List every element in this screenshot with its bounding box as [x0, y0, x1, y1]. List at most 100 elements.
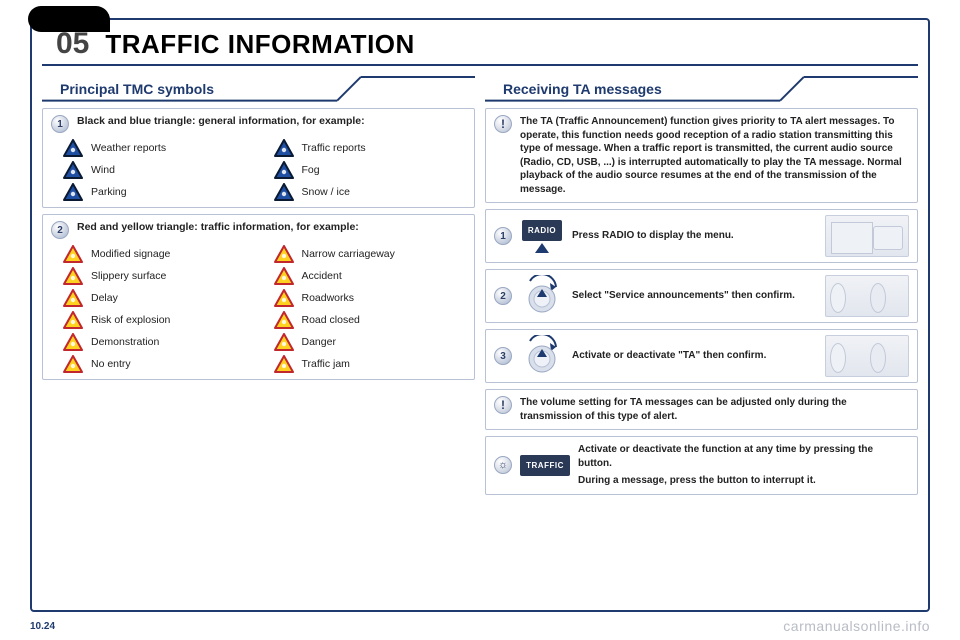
page-frame: 05 TRAFFIC INFORMATION Principal TMC sym… — [30, 18, 930, 612]
symbol-label: Risk of explosion — [91, 314, 170, 326]
ta-note-panel: ! The volume setting for TA messages can… — [485, 389, 918, 430]
step-badge: 2 — [51, 221, 69, 239]
symbol-item: Roadworks — [274, 289, 467, 307]
chapter-title: TRAFFIC INFORMATION — [105, 29, 414, 60]
symbol-item: Narrow carriageway — [274, 245, 467, 263]
triangle-icon — [63, 289, 83, 307]
tip-text-2: During a message, press the button to in… — [578, 474, 909, 488]
device-thumbnail — [825, 275, 909, 317]
symbol-label: Demonstration — [91, 336, 159, 348]
triangle-icon — [274, 161, 294, 179]
symbols-grid-2: Modified signage Narrow carriageway Slip… — [63, 245, 466, 373]
triangle-icon — [274, 183, 294, 201]
info-icon: ! — [494, 115, 512, 133]
symbol-label: Slippery surface — [91, 270, 166, 282]
ta-intro-row: ! The TA (Traffic Announcement) function… — [494, 115, 909, 196]
group1-heading-row: 1 Black and blue triangle: general infor… — [51, 115, 466, 133]
symbol-label: Delay — [91, 292, 118, 304]
symbol-item: Traffic reports — [274, 139, 467, 157]
step-badge: 1 — [494, 227, 512, 245]
symbols-grid-1: Weather reports Traffic reports Wind Fog… — [63, 139, 466, 201]
traffic-button-label: TRAFFIC — [520, 455, 570, 476]
note-text: The volume setting for TA messages can b… — [520, 396, 909, 423]
step-badge: 1 — [51, 115, 69, 133]
symbol-item: Weather reports — [63, 139, 256, 157]
symbol-item: No entry — [63, 355, 256, 373]
radio-button-label: RADIO — [522, 220, 562, 241]
symbol-item: Danger — [274, 333, 467, 351]
step-text: Select "Service announcements" then conf… — [572, 289, 817, 303]
section-title-label: Principal TMC symbols — [42, 81, 214, 97]
knob-graphic — [520, 275, 564, 317]
symbol-label: Fog — [302, 164, 320, 176]
ta-step-1: 1 RADIO Press RADIO to display the menu. — [485, 209, 918, 263]
tip-text-1: Activate or deactivate the function at a… — [578, 443, 909, 470]
symbol-item: Parking — [63, 183, 256, 201]
right-section-title: Receiving TA messages — [485, 76, 918, 102]
step-text: Activate or deactivate "TA" then confirm… — [572, 349, 817, 363]
page-number: 10.24 — [30, 621, 55, 632]
symbol-label: Weather reports — [91, 142, 166, 154]
symbol-item: Traffic jam — [274, 355, 467, 373]
watermark: carmanualsonline.info — [783, 618, 930, 634]
triangle-icon — [63, 267, 83, 285]
step-row: 2 Select "Service announcements" then co… — [494, 275, 909, 317]
left-column: Principal TMC symbols 1 Black and blue t… — [42, 76, 475, 600]
symbol-label: Traffic reports — [302, 142, 366, 154]
symbol-item: Wind — [63, 161, 256, 179]
ta-step-2: 2 Select "Service announcements" then co… — [485, 269, 918, 323]
knob-graphic — [520, 335, 564, 377]
ta-intro-text: The TA (Traffic Announcement) function g… — [520, 115, 909, 196]
triangle-icon — [274, 311, 294, 329]
symbol-item: Delay — [63, 289, 256, 307]
symbol-label: Roadworks — [302, 292, 355, 304]
triangle-icon — [274, 333, 294, 351]
note-row: ! The volume setting for TA messages can… — [494, 396, 909, 423]
symbol-item: Fog — [274, 161, 467, 179]
symbol-label: Snow / ice — [302, 186, 350, 198]
symbol-label: Modified signage — [91, 248, 170, 260]
step-row: 1 RADIO Press RADIO to display the menu. — [494, 215, 909, 257]
triangle-icon — [63, 333, 83, 351]
symbol-item: Accident — [274, 267, 467, 285]
ta-tip-panel: ☼ TRAFFIC Activate or deactivate the fun… — [485, 436, 918, 495]
group1-heading: Black and blue triangle: general informa… — [77, 115, 365, 127]
ta-intro-panel: ! The TA (Traffic Announcement) function… — [485, 108, 918, 203]
symbol-label: Narrow carriageway — [302, 248, 395, 260]
section-title-label: Receiving TA messages — [485, 81, 662, 97]
chapter-number: 05 — [56, 27, 89, 61]
step-row: 3 Activate or deactivate "TA" then confi… — [494, 335, 909, 377]
info-icon: ! — [494, 396, 512, 414]
symbol-label: Traffic jam — [302, 358, 350, 370]
content-columns: Principal TMC symbols 1 Black and blue t… — [42, 76, 918, 600]
symbol-label: Wind — [91, 164, 115, 176]
triangle-icon — [274, 289, 294, 307]
ta-step-3: 3 Activate or deactivate "TA" then confi… — [485, 329, 918, 383]
symbol-label: Road closed — [302, 314, 360, 326]
symbols-group-1: 1 Black and blue triangle: general infor… — [42, 108, 475, 208]
tip-row: ☼ TRAFFIC Activate or deactivate the fun… — [494, 443, 909, 488]
triangle-icon — [274, 245, 294, 263]
group2-heading: Red and yellow triangle: traffic informa… — [77, 221, 359, 233]
step-text: Press RADIO to display the menu. — [572, 229, 817, 243]
symbol-label: No entry — [91, 358, 131, 370]
symbol-item: Risk of explosion — [63, 311, 256, 329]
device-thumbnail — [825, 335, 909, 377]
symbol-label: Accident — [302, 270, 342, 282]
symbol-item: Modified signage — [63, 245, 256, 263]
triangle-icon — [63, 311, 83, 329]
triangle-icon — [274, 355, 294, 373]
left-section-title: Principal TMC symbols — [42, 76, 475, 102]
chapter-header: 05 TRAFFIC INFORMATION — [42, 24, 918, 66]
right-column: Receiving TA messages ! The TA (Traffic … — [485, 76, 918, 600]
triangle-icon — [63, 139, 83, 157]
symbol-item: Slippery surface — [63, 267, 256, 285]
group2-heading-row: 2 Red and yellow triangle: traffic infor… — [51, 221, 466, 239]
arrow-up-icon — [535, 243, 549, 253]
triangle-icon — [63, 355, 83, 373]
symbol-item: Road closed — [274, 311, 467, 329]
triangle-icon — [63, 161, 83, 179]
symbol-item: Snow / ice — [274, 183, 467, 201]
triangle-icon — [274, 267, 294, 285]
triangle-icon — [274, 139, 294, 157]
